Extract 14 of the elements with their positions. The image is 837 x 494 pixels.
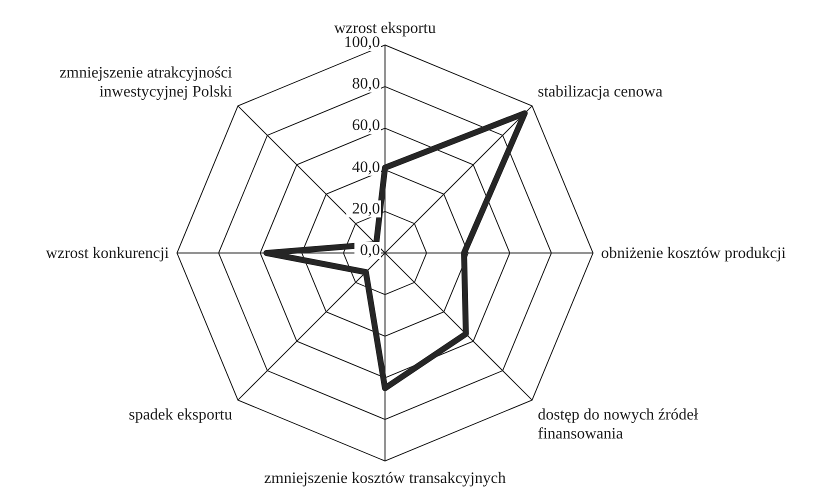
y-tick-label: 100,0: [344, 34, 380, 51]
y-tick-label: 60,0: [352, 117, 380, 134]
spoke-label: obniżenie kosztów produkcji: [601, 245, 786, 262]
spoke-label: wzrost konkurencji: [46, 245, 170, 262]
y-tick-label: 40,0: [352, 158, 380, 176]
y-tick-label: 80,0: [352, 76, 380, 93]
spoke-label: zmniejszenie atrakcyjności inwestycyjnej Polski: [59, 64, 233, 100]
y-tick-label: 20,0: [352, 200, 380, 218]
spoke-label: zmniejszenie kosztów transakcyjnych: [264, 470, 506, 487]
spoke-label: wzrost eksportu: [334, 20, 436, 37]
spoke-label: stabilizacja cenowa: [538, 83, 663, 100]
spoke-label: spadek eksportu: [128, 406, 232, 424]
spoke-label: dostęp do nowych źródeł finansowania: [538, 406, 699, 443]
y-tick-label: 0,0: [360, 242, 380, 259]
